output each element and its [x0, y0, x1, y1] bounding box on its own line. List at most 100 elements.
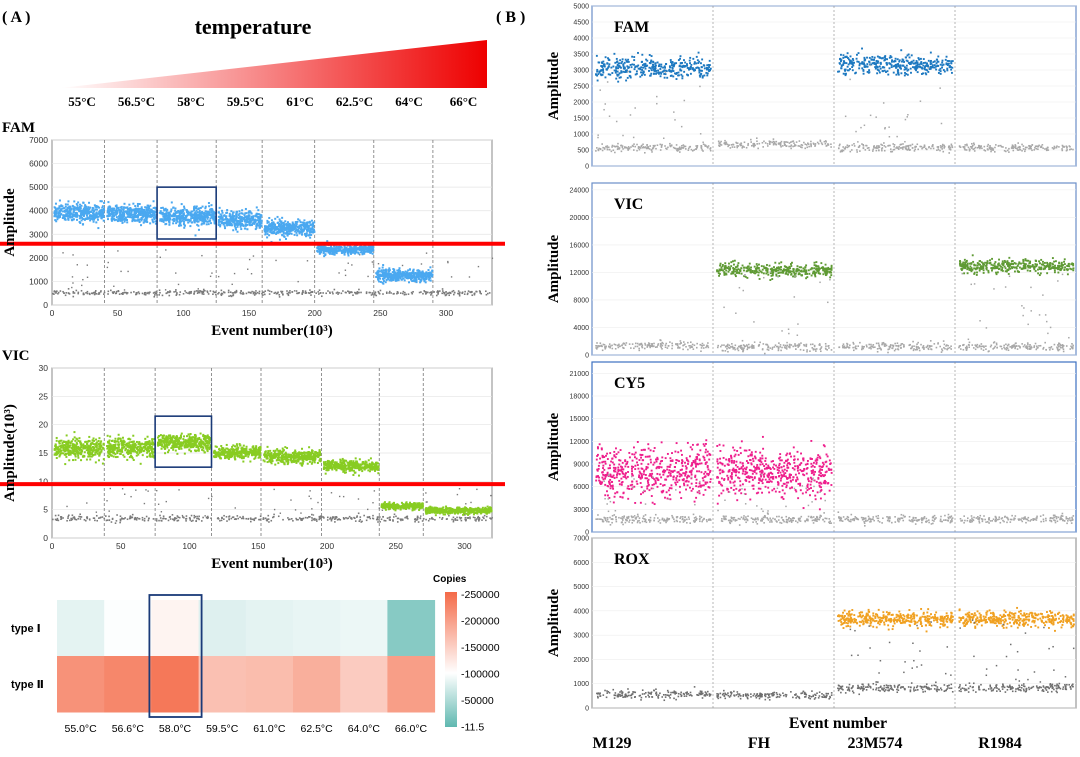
positive-droplet — [198, 207, 200, 209]
positive-droplet — [88, 436, 90, 438]
negative-droplet — [434, 519, 436, 521]
positive-droplet — [198, 220, 200, 222]
positive-droplet — [116, 206, 118, 208]
negative-droplet — [248, 518, 250, 520]
rain-droplet — [72, 254, 73, 255]
rain-droplet — [124, 289, 125, 290]
negative-droplet — [210, 517, 212, 519]
negative-droplet — [85, 292, 87, 294]
negative-droplet — [360, 521, 362, 523]
positive-droplet — [53, 211, 55, 213]
positive-droplet — [382, 267, 384, 269]
positive-droplet — [145, 212, 147, 214]
positive-droplet — [236, 455, 238, 457]
positive-droplet — [155, 220, 157, 222]
positive-droplet — [79, 440, 81, 442]
positive-droplet — [412, 275, 414, 277]
positive-droplet — [119, 450, 121, 452]
positive-droplet — [174, 210, 176, 212]
negative-droplet — [342, 290, 344, 292]
positive-droplet — [194, 434, 196, 436]
negative-droplet — [87, 291, 89, 293]
negative-droplet — [386, 292, 388, 294]
negative-droplet — [255, 517, 257, 519]
positive-droplet — [92, 212, 94, 214]
negative-droplet — [96, 520, 98, 522]
positive-droplet — [249, 449, 251, 451]
rain-droplet — [469, 276, 470, 277]
negative-droplet — [288, 519, 290, 521]
positive-droplet — [99, 453, 101, 455]
positive-droplet — [239, 443, 241, 445]
negative-droplet — [226, 516, 228, 518]
positive-droplet — [289, 230, 291, 232]
positive-droplet — [124, 219, 126, 221]
positive-droplet — [281, 234, 283, 236]
positive-droplet — [206, 211, 208, 213]
positive-droplet — [63, 441, 65, 443]
negative-droplet — [249, 292, 251, 294]
positive-droplet — [101, 209, 103, 211]
positive-droplet — [121, 441, 123, 443]
positive-droplet — [208, 205, 210, 207]
positive-droplet — [305, 228, 307, 230]
negative-droplet — [412, 291, 414, 293]
negative-droplet — [190, 292, 192, 294]
positive-droplet — [200, 207, 202, 209]
negative-droplet — [133, 291, 135, 293]
positive-droplet — [246, 220, 248, 222]
negative-droplet — [189, 517, 191, 519]
negative-droplet — [159, 292, 161, 294]
negative-droplet — [468, 290, 470, 292]
positive-droplet — [159, 443, 161, 445]
positive-droplet — [80, 443, 82, 445]
negative-droplet — [124, 292, 126, 294]
chart-title: FAM — [2, 120, 35, 136]
negative-droplet — [377, 516, 379, 518]
positive-droplet — [91, 452, 93, 454]
positive-droplet — [82, 224, 84, 226]
negative-droplet — [131, 516, 133, 518]
rain-droplet — [421, 263, 422, 264]
positive-droplet — [234, 456, 236, 458]
positive-droplet — [246, 228, 248, 230]
positive-droplet — [309, 221, 311, 223]
temperature-label: 66°C — [450, 94, 478, 109]
rain-droplet — [81, 285, 82, 286]
rain-droplet — [86, 502, 87, 503]
positive-droplet — [116, 447, 118, 449]
positive-droplet — [68, 440, 70, 442]
positive-droplet — [192, 210, 194, 212]
positive-droplet — [87, 441, 89, 443]
positive-droplet — [246, 446, 248, 448]
negative-droplet — [125, 292, 127, 294]
rain-droplet — [165, 249, 166, 250]
negative-droplet — [337, 291, 339, 293]
positive-droplet — [121, 215, 123, 217]
positive-droplet — [255, 220, 257, 222]
negative-droplet — [443, 292, 445, 294]
positive-droplet — [335, 248, 337, 250]
positive-droplet — [92, 450, 94, 452]
positive-droplet — [136, 216, 138, 218]
negative-droplet — [223, 518, 225, 520]
positive-droplet — [94, 204, 96, 206]
rain-droplet — [311, 508, 312, 509]
positive-droplet — [80, 453, 82, 455]
negative-droplet — [404, 292, 406, 294]
panel-label-b: ( B ) — [496, 9, 525, 26]
positive-droplet — [116, 452, 118, 454]
negative-droplet — [124, 517, 126, 519]
positive-droplet — [80, 459, 82, 461]
positive-droplet — [61, 452, 63, 454]
positive-droplet — [245, 208, 247, 210]
negative-droplet — [487, 293, 489, 295]
positive-droplet — [82, 455, 84, 457]
negative-droplet — [425, 519, 427, 521]
positive-droplet — [204, 212, 206, 214]
positive-droplet — [243, 456, 245, 458]
positive-droplet — [76, 213, 78, 215]
negative-droplet — [94, 520, 96, 522]
positive-droplet — [180, 435, 182, 437]
positive-droplet — [283, 233, 285, 235]
